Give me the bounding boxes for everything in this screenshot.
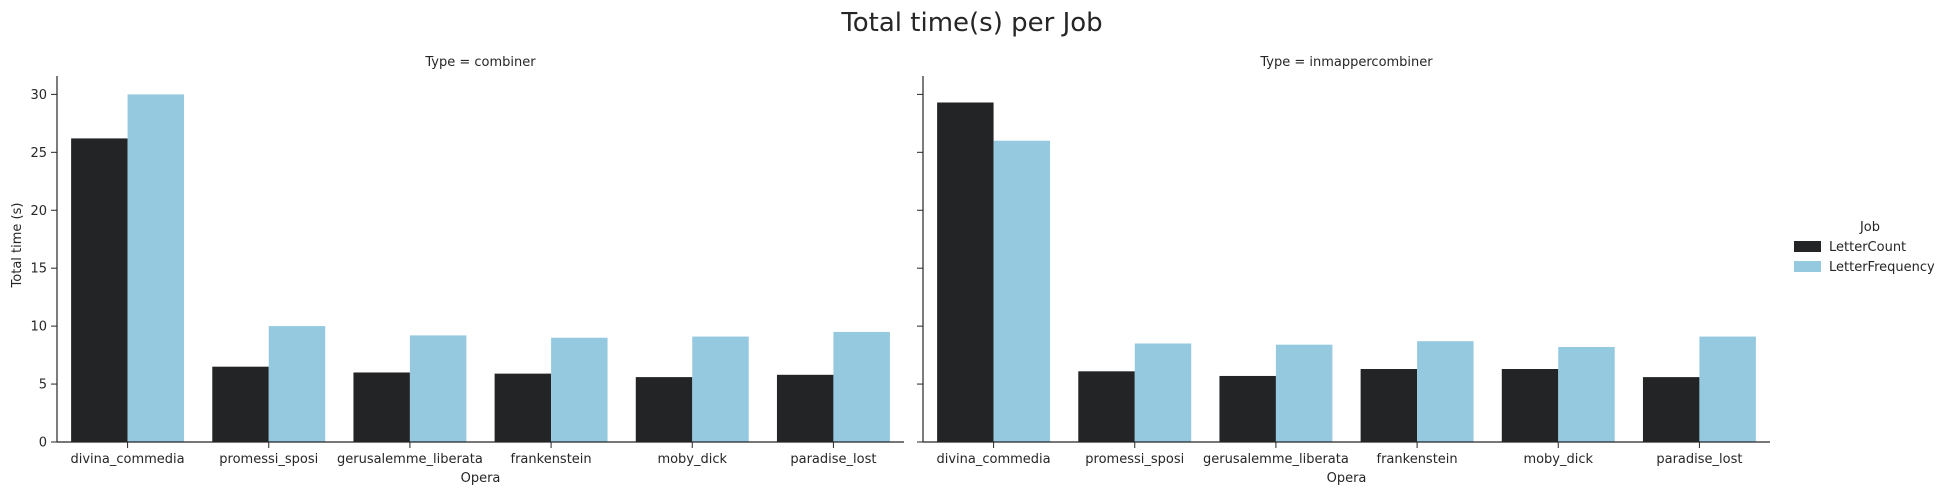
bar-letterfrequency-moby_dick <box>692 336 749 442</box>
bar-letterfrequency-frankenstein <box>551 337 608 442</box>
y-tick-label: 30 <box>30 88 47 103</box>
x-tick-label: gerusalemme_liberata <box>337 452 483 467</box>
bar-lettercount-frankenstein <box>494 373 552 442</box>
bar-lettercount-promessi_sposi <box>212 366 269 442</box>
x-tick-label: frankenstein <box>1377 452 1458 467</box>
x-tick-label: paradise_lost <box>790 452 876 467</box>
bar-letterfrequency-promessi_sposi <box>1134 343 1192 442</box>
bar-lettercount-frankenstein <box>1360 369 1418 442</box>
bar-letterfrequency-gerusalemme_liberata <box>409 335 467 442</box>
y-tick-label: 10 <box>30 320 47 335</box>
bar-lettercount-moby_dick <box>635 377 693 442</box>
bar-letterfrequency-promessi_sposi <box>268 326 326 442</box>
x-tick-label: moby_dick <box>1523 452 1593 467</box>
bar-letterfrequency-divina_commedia <box>127 94 185 442</box>
x-tick-label: gerusalemme_liberata <box>1203 452 1349 467</box>
bar-lettercount-divina_commedia <box>71 138 128 442</box>
x-tick-label: divina_commedia <box>937 452 1051 467</box>
legend-swatch-letterfrequency <box>1794 261 1821 272</box>
bar-lettercount-paradise_lost <box>776 374 834 442</box>
legend-title: Job <box>1859 220 1880 235</box>
bar-lettercount-gerusalemme_liberata <box>1219 375 1276 442</box>
x-tick-label: promessi_sposi <box>1085 452 1184 467</box>
legend-label-letterfrequency: LetterFrequency <box>1829 260 1935 275</box>
x-axis-label: Opera <box>461 471 501 486</box>
y-tick-label: 25 <box>30 146 47 161</box>
bar-letterfrequency-paradise_lost <box>833 331 890 442</box>
y-tick-label: 20 <box>30 204 47 219</box>
bar-lettercount-paradise_lost <box>1642 377 1700 442</box>
x-tick-label: paradise_lost <box>1656 452 1742 467</box>
bar-letterfrequency-divina_commedia <box>993 140 1051 442</box>
bar-letterfrequency-moby_dick <box>1558 346 1615 442</box>
legend: Job LetterCount LetterFrequency <box>1794 220 1935 275</box>
bar-letterfrequency-paradise_lost <box>1699 336 1756 442</box>
legend-swatch-lettercount <box>1794 241 1821 252</box>
panel-1: Type = combiner 0 5 10 15 20 25 30 divina_commed… <box>30 55 904 486</box>
y-tick-label: 0 <box>39 436 47 451</box>
legend-label-lettercount: LetterCount <box>1829 240 1906 255</box>
x-tick-label: promessi_sposi <box>219 452 318 467</box>
x-tick-label: frankenstein <box>511 452 592 467</box>
chart-title: Total time(s) per Job <box>840 8 1102 38</box>
y-tick-label: 15 <box>30 262 47 277</box>
y-axis-label: Total time (s) <box>10 203 25 289</box>
bar-letterfrequency-gerusalemme_liberata <box>1275 344 1333 442</box>
bar-lettercount-divina_commedia <box>937 102 994 442</box>
bar-lettercount-moby_dick <box>1501 369 1559 442</box>
bar-lettercount-promessi_sposi <box>1078 371 1135 442</box>
x-axis-label: Opera <box>1327 471 1367 486</box>
panel-title: Type = inmappercombiner <box>1259 55 1433 70</box>
panel-2: Type = inmappercombiner divina_commedia pr… <box>917 55 1770 486</box>
x-tick-label: divina_commedia <box>71 452 185 467</box>
y-tick-label: 5 <box>39 378 47 393</box>
bar-letterfrequency-frankenstein <box>1417 341 1474 442</box>
x-tick-label: moby_dick <box>657 452 727 467</box>
panel-title: Type = combiner <box>424 55 536 70</box>
bar-lettercount-gerusalemme_liberata <box>353 372 410 442</box>
